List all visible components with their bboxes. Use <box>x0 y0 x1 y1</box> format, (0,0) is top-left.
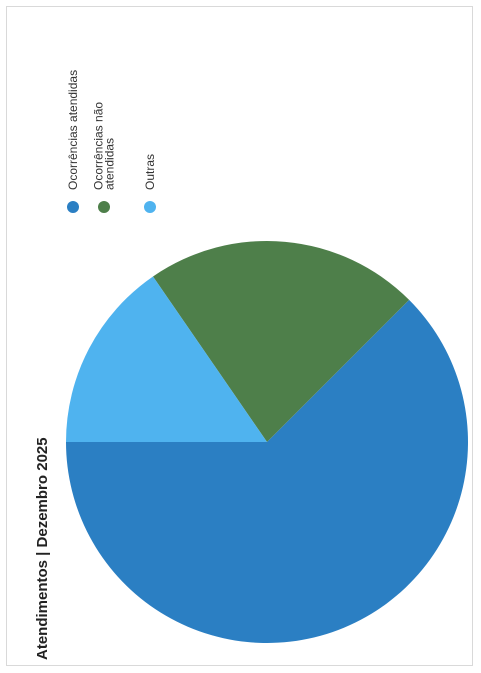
legend-label-outras: Outras <box>143 154 157 190</box>
pie-slice-atendidas <box>66 299 468 643</box>
legend-label-nao-atendidas: Ocorrências não <box>92 102 106 190</box>
pie-slices <box>66 240 468 643</box>
legend: Ocorrências atendidas Ocorrências nãoaten… <box>66 70 157 213</box>
chart-title: Atendimentos | Dezembro 2025 <box>34 437 51 660</box>
legend-swatch-atendidas <box>67 201 79 213</box>
legend-item-outras: Outras <box>143 154 157 213</box>
legend-label-nao-atendidas: atendidas <box>103 138 117 190</box>
legend-swatch-nao-atendidas <box>98 201 110 213</box>
legend-item-atendidas: Ocorrências atendidas <box>66 70 80 213</box>
pie-slice-outras <box>66 276 267 442</box>
legend-swatch-outras <box>144 201 156 213</box>
legend-label-atendidas: Ocorrências atendidas <box>66 70 80 190</box>
pie-slice-nao-atendidas <box>152 240 410 442</box>
